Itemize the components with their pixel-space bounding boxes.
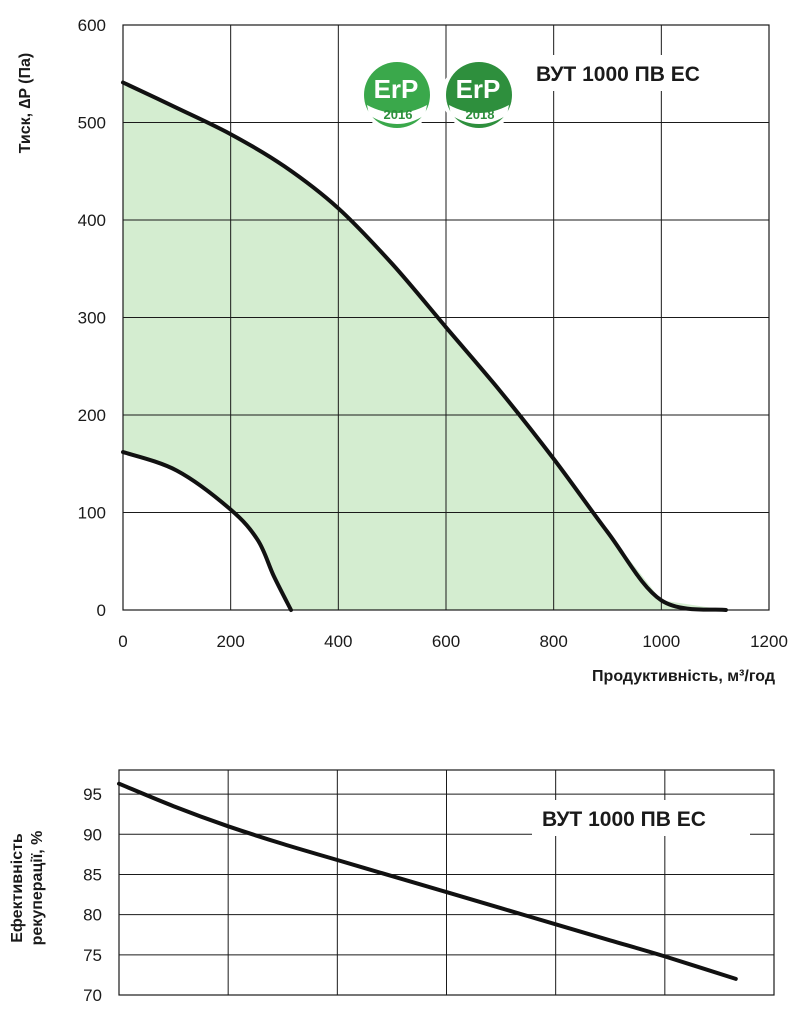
pressure-chart: 0 200 400 600 800 1000 1200 0 100 200 300 400 500 60… [17, 16, 788, 685]
y-tick-label: 85 [83, 865, 102, 884]
lower-pressure-curve [121, 450, 293, 612]
x-axis-title: Продуктивність, м³/год [592, 668, 775, 685]
y-tick-label: 70 [83, 986, 102, 1005]
model-label: ВУТ 1000 ПВ ЕС [542, 808, 706, 831]
x-tick-label: 400 [324, 632, 352, 651]
y-tick-label: 600 [78, 16, 106, 35]
erp-2016-badge-icon: ErP 2016 [360, 58, 434, 132]
y-tick-label: 500 [78, 114, 106, 133]
y-axis-title-line-1: Ефективність [9, 833, 26, 943]
upper-pressure-curve [121, 80, 728, 612]
plot-frame [122, 24, 770, 611]
y-tick-label: 75 [83, 946, 102, 965]
y-tick-label: 100 [78, 504, 106, 523]
y-tick-label: 95 [83, 785, 102, 804]
model-label: ВУТ 1000 ПВ ЕС [536, 63, 700, 86]
svg-text:2018: 2018 [466, 107, 495, 122]
model-label-bg [526, 55, 740, 91]
y-tick-labels: 0 100 200 300 400 500 600 [78, 16, 106, 620]
operating-area-fill [123, 82, 726, 610]
y-tick-label: 90 [83, 825, 102, 844]
y-tick-label: 400 [78, 211, 106, 230]
svg-text:ErP: ErP [374, 74, 419, 104]
svg-text:ErP: ErP [456, 74, 501, 104]
y-tick-labels: 70 75 80 85 90 95 [83, 785, 102, 1005]
x-tick-label: 1200 [750, 632, 788, 651]
svg-text:2016: 2016 [384, 107, 413, 122]
curves [117, 781, 738, 981]
plot-frame [118, 769, 775, 996]
efficiency-chart: 70 75 80 85 90 95 Ефективність рекуперації, %… [9, 769, 775, 1005]
y-tick-label: 300 [78, 309, 106, 328]
y-axis-title: Тиск, ∆P (Па) [17, 53, 34, 153]
x-tick-labels: 0 200 400 600 800 1000 1200 [118, 632, 788, 651]
efficiency-curve [117, 781, 738, 981]
y-axis-title-line-2: рекуперації, % [29, 831, 46, 946]
curves [121, 80, 728, 612]
x-tick-label: 0 [118, 632, 127, 651]
x-tick-label: 600 [432, 632, 460, 651]
x-tick-label: 800 [539, 632, 567, 651]
grid-lines [122, 24, 770, 611]
y-tick-label: 0 [97, 601, 106, 620]
model-label-bg [532, 800, 750, 836]
y-tick-label: 80 [83, 906, 102, 925]
erp-2018-badge-icon: ErP 2018 [442, 58, 516, 132]
x-tick-label: 1000 [642, 632, 680, 651]
x-tick-label: 200 [216, 632, 244, 651]
y-tick-label: 200 [78, 406, 106, 425]
